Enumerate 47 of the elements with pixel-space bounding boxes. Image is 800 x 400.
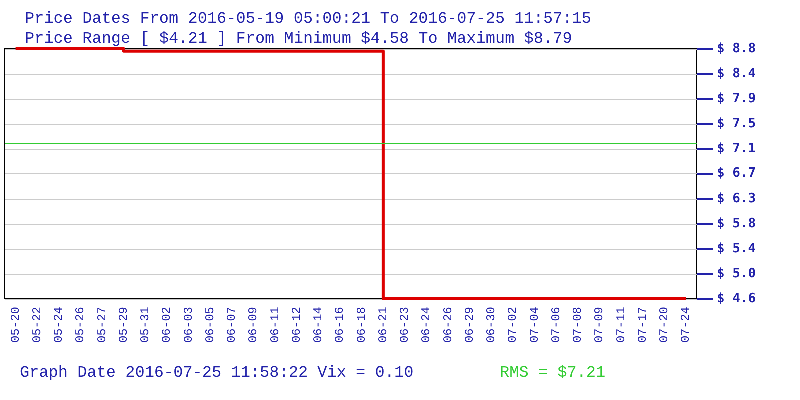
x-tick-label: 06-03 xyxy=(182,307,196,344)
ref-line-label: RMS = $7.21 xyxy=(500,364,606,382)
x-tick-label: 05-31 xyxy=(138,307,153,344)
x-tick-label: 05-27 xyxy=(95,307,110,344)
chart-subtitle: Price Range [ $4.21 ] From Minimum $4.58 To Maximum $8.79 xyxy=(25,30,572,48)
y-tick-label: $ 7.1 xyxy=(717,141,756,156)
y-tick-label: $ 5.4 xyxy=(717,242,756,257)
x-tick-label: 06-09 xyxy=(246,307,261,344)
x-tick-label: 07-24 xyxy=(679,307,694,344)
x-tick-label: 07-20 xyxy=(658,307,672,344)
x-tick-label: 06-26 xyxy=(441,307,456,344)
x-tick-label: 06-02 xyxy=(160,307,174,344)
y-tick-label: $ 8.8 xyxy=(717,42,756,56)
chart-title: Price Dates From 2016-05-19 05:00:21 To 2016-07-25 11:57:15 xyxy=(25,10,592,28)
x-tick-label: 06-18 xyxy=(354,307,369,344)
y-tick-label: $ 4.6 xyxy=(717,292,756,306)
x-tick-label: 06-05 xyxy=(203,307,218,344)
x-tick-label: 06-30 xyxy=(484,307,499,344)
x-tick-label: 05-29 xyxy=(116,307,131,344)
x-tick-label: 06-16 xyxy=(333,307,348,344)
x-tick-label: 06-07 xyxy=(225,307,240,344)
x-tick-label: 06-24 xyxy=(420,307,434,344)
y-tick-label: $ 5.8 xyxy=(717,216,756,232)
x-tick-label: 07-11 xyxy=(614,307,628,344)
text: Graph Date 2016-07-25 11:58:22 Vix = 0.10 xyxy=(20,364,414,382)
x-tick-label: 07-02 xyxy=(506,307,520,344)
x-tick-label: 07-17 xyxy=(636,307,650,344)
x-tick-label: 05-20 xyxy=(8,307,23,344)
x-tick-label: 06-14 xyxy=(312,307,326,344)
x-tick-label: 05-24 xyxy=(52,307,66,344)
x-tick-label: 07-04 xyxy=(528,307,542,344)
y-tick-label: $ 7.5 xyxy=(717,116,756,132)
x-tick-label: 06-29 xyxy=(462,307,477,344)
x-tick-label: 07-06 xyxy=(549,307,564,344)
x-tick-label: 06-11 xyxy=(268,307,282,344)
x-tick-label: 07-08 xyxy=(571,307,586,344)
y-tick-label: $ 7.9 xyxy=(717,91,756,106)
x-tick-label: 06-23 xyxy=(398,307,412,344)
x-tick-label: 05-26 xyxy=(74,307,88,344)
x-tick-label: 05-22 xyxy=(30,307,44,344)
y-tick-label: $ 6.3 xyxy=(717,192,756,207)
x-tick-label: 07-09 xyxy=(592,307,607,344)
y-tick-label: $ 8.4 xyxy=(717,66,756,82)
x-tick-label: 06-21 xyxy=(376,307,390,344)
y-tick-label: $ 6.7 xyxy=(717,166,756,182)
y-tick-label: $ 5.0 xyxy=(717,266,756,282)
x-tick-label: 06-12 xyxy=(290,307,304,344)
